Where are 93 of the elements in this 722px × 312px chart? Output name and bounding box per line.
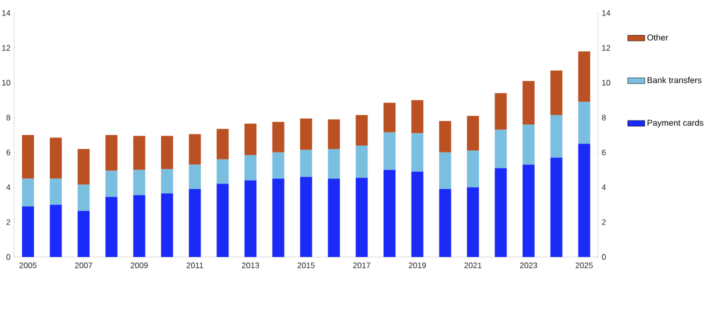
bar (105, 170, 118, 197)
bar (466, 187, 479, 257)
bar (161, 193, 174, 257)
bar (133, 136, 146, 170)
y2-tick-label: 12 (602, 45, 610, 51)
bar (216, 128, 229, 160)
bar (50, 204, 62, 257)
bar (244, 155, 256, 180)
x-tick-label: 2009 (130, 262, 148, 268)
bar (22, 135, 34, 179)
bar (300, 118, 312, 150)
bar (188, 164, 201, 190)
bar (22, 178, 34, 206)
legend-label: Payment cards (648, 120, 704, 128)
bar (578, 102, 590, 144)
y2-tick-label: 0 (602, 254, 606, 260)
y-tick-label: 10 (2, 80, 10, 86)
bar (578, 144, 590, 257)
bar (216, 159, 229, 184)
bar (494, 93, 507, 130)
bar (522, 164, 535, 257)
y-tick-label: 6 (6, 150, 10, 156)
bar (411, 100, 424, 134)
bar (550, 114, 562, 158)
bar (272, 122, 284, 152)
y2-tick-label: 8 (602, 114, 606, 120)
bar (300, 176, 312, 257)
bar (550, 158, 562, 257)
y-tick-label: 14 (2, 10, 10, 16)
bar (466, 150, 479, 188)
bar (161, 168, 174, 194)
bar (411, 133, 424, 172)
x-tick-label: 2007 (75, 262, 92, 268)
bar (161, 136, 174, 169)
bar (384, 132, 396, 170)
bar (494, 130, 507, 168)
bar (188, 134, 201, 165)
bar (244, 124, 256, 156)
bar (328, 148, 340, 179)
y2-tick-label: 10 (602, 80, 610, 86)
bar (328, 119, 340, 149)
bar (384, 170, 396, 257)
x-tick-label: 2021 (464, 262, 482, 268)
bar (133, 195, 146, 257)
y-tick-label: 8 (6, 114, 10, 120)
y-tick-label: 2 (6, 219, 10, 225)
bar (50, 138, 62, 179)
bar (356, 145, 368, 178)
bar (244, 180, 256, 257)
bar (188, 189, 201, 257)
bar (466, 116, 479, 151)
x-tick-label: 2017 (353, 262, 370, 268)
y-tick-label: 0 (6, 254, 10, 260)
bar (50, 178, 62, 205)
bar (133, 170, 146, 196)
bar (22, 206, 34, 257)
bar (494, 168, 507, 257)
y-tick-label: 12 (2, 45, 10, 51)
y2-tick-label: 4 (602, 184, 606, 190)
bar (411, 172, 424, 257)
bar (328, 178, 340, 257)
legend-label: Other (647, 34, 668, 40)
bar (78, 210, 90, 257)
bar (300, 150, 312, 177)
bar (356, 114, 368, 146)
x-tick-label: 2025 (576, 262, 593, 268)
bar (578, 51, 590, 102)
bar (272, 178, 284, 257)
bar (105, 196, 118, 257)
bar (439, 121, 452, 152)
y2-tick-label: 14 (602, 10, 610, 16)
x-tick-label: 2013 (242, 262, 260, 268)
y2-tick-label: 2 (602, 219, 606, 225)
legend-label: Bank transfers (648, 76, 702, 84)
x-tick-label: 2023 (520, 262, 538, 268)
x-tick-label: 2011 (186, 262, 204, 268)
x-tick-label: 2019 (408, 262, 426, 268)
bar (272, 152, 284, 179)
bar (78, 148, 90, 185)
bar (356, 178, 368, 257)
x-tick-label: 2015 (298, 262, 315, 268)
bar (439, 189, 452, 257)
bar (216, 184, 229, 257)
y2-tick-label: 6 (602, 150, 606, 156)
bar (78, 184, 90, 211)
bar (105, 135, 118, 171)
bar (439, 152, 452, 190)
x-tick-label: 2005 (20, 262, 37, 268)
bar (522, 124, 535, 165)
bar (550, 70, 562, 115)
bar (522, 80, 535, 125)
y-tick-label: 4 (6, 184, 10, 190)
bar (384, 102, 396, 132)
